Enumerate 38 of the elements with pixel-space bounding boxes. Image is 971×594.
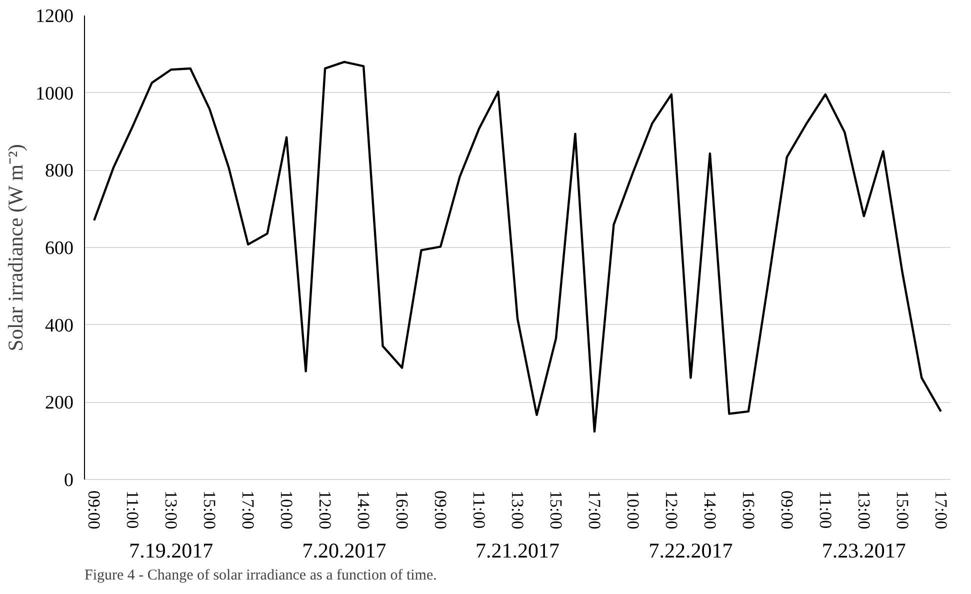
x-tick-label: 14:00 — [354, 490, 374, 530]
y-tick-label: 800 — [45, 160, 74, 182]
x-tick-label: 15:00 — [200, 490, 220, 530]
x-tick-label: 09:00 — [84, 490, 104, 530]
x-tick-label: 13:00 — [508, 490, 527, 530]
x-tick-label: 16:00 — [392, 490, 412, 530]
x-tick-label: 17:00 — [931, 490, 950, 530]
y-tick-label: 1000 — [36, 83, 74, 104]
x-tick-label: 11:00 — [816, 490, 835, 529]
caption: Figure 4 - Change of solar irradiance as a function of time. — [84, 568, 437, 584]
x-tick-label: 09:00 — [777, 490, 796, 530]
x-tick-label: 12:00 — [662, 490, 681, 530]
x-tick-label: 17:00 — [238, 490, 258, 530]
text: 7.21.2017 — [476, 538, 560, 562]
y-tick-label: 600 — [45, 238, 74, 259]
text: 7.20.2017 — [302, 538, 386, 562]
x-tick-label: 12:00 — [316, 490, 335, 530]
x-tick-label: 09:00 — [431, 490, 450, 530]
line-series — [93, 60, 942, 433]
text: 7.23.2017 — [822, 538, 906, 562]
x-tick-label: 15:00 — [546, 490, 566, 530]
x-tick-label: 10:00 — [623, 490, 642, 530]
x-tick-label: 11:00 — [470, 490, 489, 529]
x-tick-label: 13:00 — [854, 490, 874, 530]
x-tick-label: 16:00 — [738, 490, 758, 530]
y-axis-title: Solar irradiance (W m⁻²) — [4, 144, 28, 352]
y-tick-label: 200 — [45, 392, 74, 414]
text: 7.19.2017 — [129, 538, 214, 562]
x-tick-label: 11:00 — [123, 490, 142, 529]
x-tick-label: 14:00 — [700, 490, 720, 530]
x-tick-label: 13:00 — [162, 490, 181, 530]
y-tick-label: 1200 — [36, 6, 74, 27]
x-tick-label: 15:00 — [892, 490, 912, 530]
x-tick-label: 10:00 — [277, 490, 296, 530]
text: 7.22.2017 — [648, 538, 733, 562]
y-tick-label: 400 — [45, 315, 74, 336]
x-tick-label: 17:00 — [584, 490, 604, 530]
y-tick-label: 0 — [64, 470, 74, 491]
